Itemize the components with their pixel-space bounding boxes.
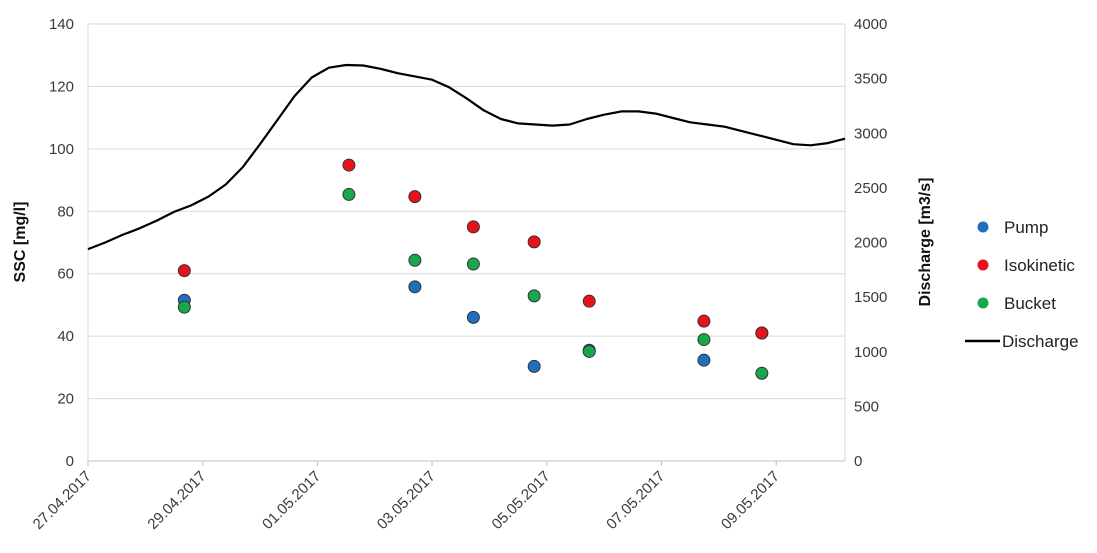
legend: Pump Isokinetic Bucket Discharge bbox=[965, 218, 1079, 351]
bucket-point bbox=[582, 344, 596, 358]
x-tick-label: 07.05.2017 bbox=[603, 468, 668, 533]
discharge-line-series bbox=[87, 63, 846, 251]
axes bbox=[87, 24, 846, 462]
grid-lines bbox=[88, 23, 845, 400]
bucket-point bbox=[466, 257, 480, 271]
pump-point bbox=[466, 310, 480, 324]
right-tick-label: 1000 bbox=[854, 344, 887, 361]
x-axis-ticks: 27.04.2017 29.04.2017 01.05.2017 03.05.2017… bbox=[30, 461, 783, 533]
isokinetic-point bbox=[755, 326, 769, 340]
isokinetic-point bbox=[342, 158, 356, 172]
isokinetic-point bbox=[527, 235, 541, 249]
x-tick-label: 29.04.2017 bbox=[144, 468, 209, 533]
legend-swatch-isokinetic bbox=[977, 259, 989, 271]
x-tick-label: 03.05.2017 bbox=[374, 468, 439, 533]
x-tick-label: 09.05.2017 bbox=[718, 468, 783, 533]
x-tick-label: 05.05.2017 bbox=[489, 468, 554, 533]
left-tick-label: 20 bbox=[57, 391, 74, 408]
discharge-line bbox=[87, 63, 846, 251]
isokinetic-point bbox=[582, 294, 596, 308]
pump-point bbox=[527, 359, 541, 373]
right-tick-label: 3000 bbox=[854, 125, 887, 142]
legend-label-pump: Pump bbox=[1004, 218, 1048, 237]
x-tick-label: 01.05.2017 bbox=[259, 468, 324, 533]
isokinetic-point bbox=[408, 190, 422, 204]
left-axis-ticks: 0 20 40 60 80 100 120 140 bbox=[49, 16, 74, 470]
right-axis-ticks: 0 500 1000 1500 2000 2500 3000 3500 4000 bbox=[854, 16, 887, 470]
bucket-point bbox=[527, 289, 541, 303]
bucket-point bbox=[755, 366, 769, 380]
pump-point bbox=[408, 280, 422, 294]
isokinetic-point bbox=[466, 220, 480, 234]
left-tick-label: 100 bbox=[49, 141, 74, 158]
legend-swatch-pump bbox=[977, 221, 989, 233]
right-tick-label: 0 bbox=[854, 453, 862, 470]
right-tick-label: 2000 bbox=[854, 235, 887, 252]
right-tick-label: 500 bbox=[854, 398, 879, 415]
bucket-point bbox=[408, 253, 422, 267]
right-tick-label: 4000 bbox=[854, 16, 887, 33]
left-tick-label: 80 bbox=[57, 203, 74, 220]
left-tick-label: 120 bbox=[49, 78, 74, 95]
legend-label-isokinetic: Isokinetic bbox=[1004, 256, 1075, 275]
left-axis-label: SSC [mg/l] bbox=[12, 202, 29, 283]
left-tick-label: 140 bbox=[49, 16, 74, 33]
right-tick-label: 2500 bbox=[854, 180, 887, 197]
bucket-point bbox=[177, 300, 191, 314]
isokinetic-point bbox=[177, 264, 191, 278]
left-tick-label: 0 bbox=[66, 453, 74, 470]
legend-label-bucket: Bucket bbox=[1004, 294, 1056, 313]
isokinetic-point bbox=[697, 314, 711, 328]
bucket-point bbox=[342, 187, 356, 201]
pump-point bbox=[697, 353, 711, 367]
left-tick-label: 40 bbox=[57, 328, 74, 345]
right-tick-label: 1500 bbox=[854, 289, 887, 306]
left-tick-label: 60 bbox=[57, 266, 74, 283]
x-tick-label: 27.04.2017 bbox=[30, 468, 95, 533]
scatter-series bbox=[177, 158, 769, 380]
bucket-point bbox=[697, 333, 711, 347]
right-tick-label: 3500 bbox=[854, 71, 887, 88]
right-axis-label: Discharge [m3/s] bbox=[917, 178, 934, 307]
legend-label-discharge: Discharge bbox=[1002, 332, 1079, 351]
legend-swatch-bucket bbox=[977, 297, 989, 309]
